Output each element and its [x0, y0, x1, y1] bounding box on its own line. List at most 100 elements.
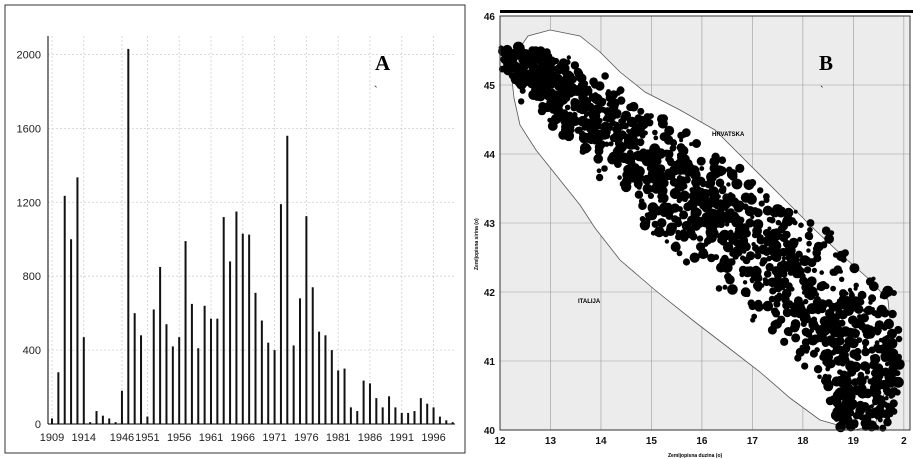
chart-b-point	[636, 184, 642, 190]
chart-a-bar	[133, 313, 136, 424]
chart-b-point	[830, 349, 837, 356]
chart-b-point	[715, 201, 721, 207]
chart-b-point	[830, 285, 836, 292]
chart-b-point	[751, 242, 756, 247]
chart-b-point	[657, 149, 664, 157]
chart-b-point	[785, 263, 795, 272]
chart-a-bar	[362, 380, 365, 424]
chart-b-x-tick-label: 14	[595, 436, 607, 447]
chart-b-point	[626, 116, 638, 128]
chart-a-bar	[229, 261, 232, 424]
chart-b-point	[511, 62, 522, 73]
chart-b-point	[754, 248, 761, 254]
chart-b-point	[777, 225, 786, 234]
chart-b-x-tick-label: 17	[747, 436, 759, 447]
chart-a-bar	[222, 217, 225, 424]
chart-b-point	[566, 55, 571, 60]
chart-b-point	[679, 229, 687, 237]
chart-b-point	[747, 299, 756, 308]
chart-b-point	[751, 266, 762, 277]
chart-b-point	[782, 230, 791, 239]
chart-b-point	[880, 308, 890, 318]
chart-b-point	[763, 278, 771, 287]
chart-b-point	[579, 148, 587, 155]
chart-b-point	[648, 147, 658, 157]
chart-b-point	[514, 47, 519, 53]
chart-a-bar	[203, 305, 206, 424]
chart-b-point	[725, 244, 732, 251]
chart-a-bar	[76, 177, 79, 424]
chart-b-point	[829, 339, 839, 349]
chart-b-point	[832, 252, 839, 258]
chart-b-point	[627, 164, 638, 175]
chart-b-point	[626, 103, 634, 112]
chart-b-point	[724, 272, 732, 281]
chart-a-bar	[267, 342, 270, 424]
chart-b-point	[836, 392, 845, 401]
chart-b-point	[566, 111, 574, 119]
chart-b-point	[782, 301, 791, 310]
chart-b-point	[820, 241, 828, 249]
chart-b-point	[775, 219, 782, 226]
chart-b-point	[885, 405, 896, 415]
chart-b-point	[811, 267, 817, 273]
chart-a-bar	[426, 403, 429, 424]
chart-b-point	[715, 178, 725, 188]
chart-b-point	[553, 110, 558, 115]
chart-b-point	[742, 280, 748, 285]
chart-b-data-points	[498, 41, 905, 433]
chart-b-point	[838, 347, 844, 353]
chart-b-point	[547, 121, 558, 131]
chart-b-x-tick-label: 12	[494, 436, 506, 447]
chart-b-point	[819, 270, 824, 275]
chart-b-point	[817, 374, 822, 380]
chart-b-point	[814, 296, 821, 303]
chart-b-point	[533, 93, 541, 101]
chart-a-bar	[311, 287, 314, 424]
chart-b-point	[731, 179, 740, 188]
chart-b-point	[895, 335, 903, 343]
chart-b-point	[837, 369, 843, 375]
chart-b-point	[866, 420, 878, 432]
chart-b-point	[782, 308, 792, 318]
chart-b-point	[699, 202, 707, 210]
chart-b-point	[716, 233, 723, 240]
chart-b-point	[872, 401, 877, 406]
chart-a-x-tick-label: 1996	[421, 432, 445, 444]
chart-b-point	[753, 280, 763, 291]
chart-b-point	[827, 380, 833, 387]
chart-b-point	[725, 199, 731, 205]
chart-b-point	[772, 309, 778, 316]
chart-a-bars	[51, 48, 454, 424]
chart-a-bar	[190, 303, 193, 424]
chart-b-point	[594, 142, 604, 152]
chart-b-point	[677, 206, 683, 212]
chart-b-point	[519, 87, 526, 94]
chart-b-point	[636, 115, 646, 125]
chart-b-point	[755, 254, 760, 259]
chart-b-point	[757, 187, 764, 194]
chart-b-point	[577, 115, 589, 127]
chart-b-point	[767, 226, 772, 231]
chart-a-x-tick-label: 1991	[390, 432, 414, 444]
chart-a-bar	[388, 396, 391, 424]
chart-b-point	[857, 414, 863, 420]
chart-a-bar	[394, 407, 397, 424]
chart-b-point	[742, 256, 751, 265]
chart-b-point	[648, 204, 654, 210]
chart-b-point	[771, 252, 782, 263]
chart-b-point	[868, 346, 876, 354]
chart-a-bar	[324, 335, 327, 424]
chart-b-point	[887, 328, 897, 339]
chart-b-point	[857, 290, 867, 300]
chart-b-point	[607, 154, 618, 165]
chart-b-point	[676, 197, 682, 204]
chart-b-point	[837, 422, 843, 428]
chart-a-bar	[248, 234, 251, 424]
chart-b-point	[664, 239, 670, 244]
chart-a-bar	[343, 368, 346, 424]
chart-b-point	[539, 67, 544, 73]
chart-a-bar	[451, 422, 454, 424]
chart-b-point	[777, 315, 786, 324]
chart-b-point	[868, 300, 873, 305]
